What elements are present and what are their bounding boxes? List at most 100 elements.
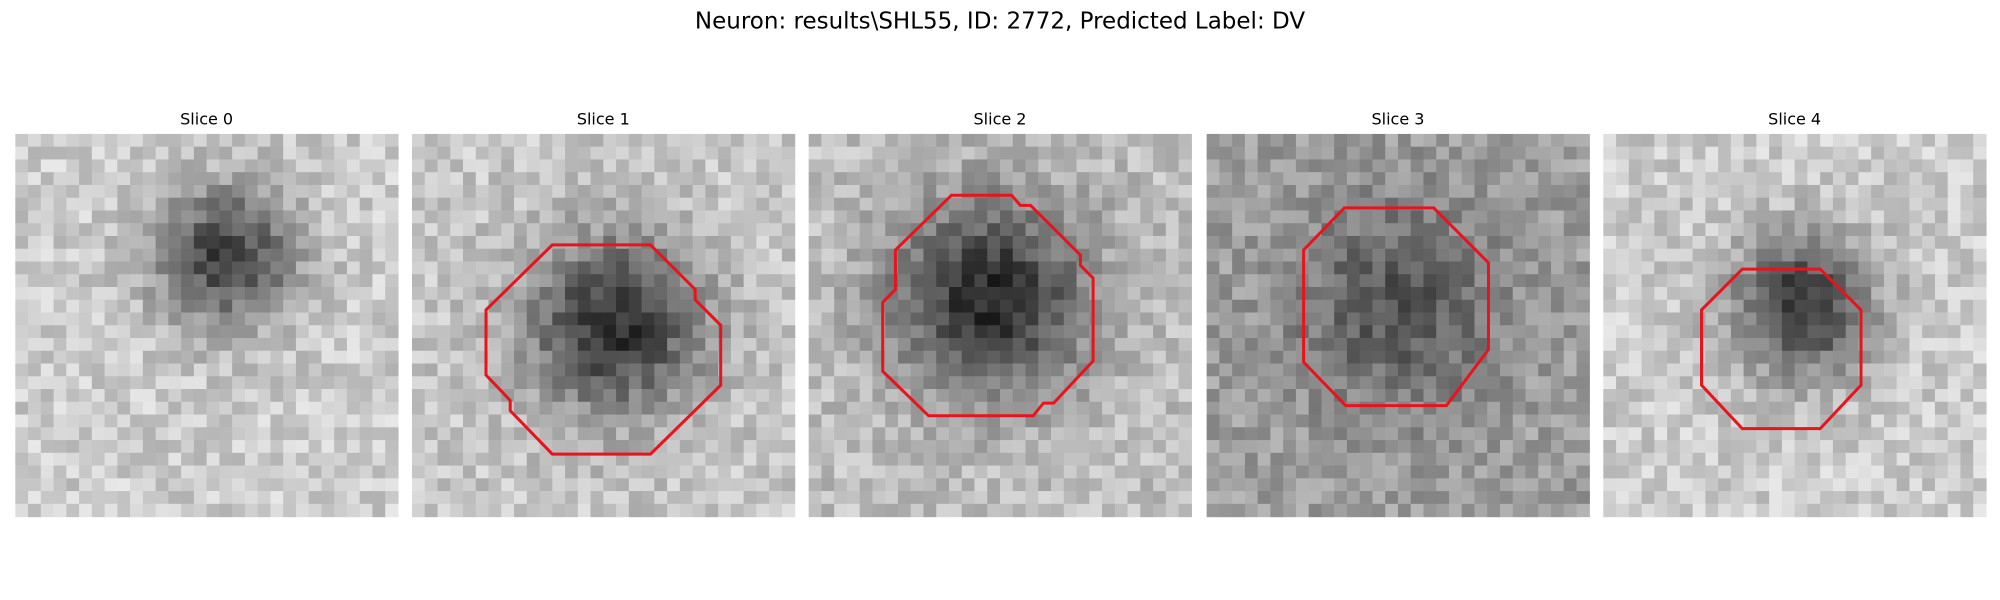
pixel: [641, 376, 655, 390]
pixel: [1012, 376, 1027, 390]
pixel: [897, 478, 912, 492]
pixel: [130, 325, 144, 339]
pixel: [1909, 491, 1923, 505]
pixel: [91, 133, 106, 148]
pixel: [1947, 146, 1962, 161]
pixel: [1500, 184, 1514, 199]
pixel: [15, 261, 29, 275]
pixel: [15, 503, 29, 518]
pixel: [1114, 235, 1129, 250]
pixel: [1692, 338, 1706, 352]
pixel: [1692, 452, 1706, 467]
pixel: [308, 184, 323, 199]
pixel: [872, 478, 886, 492]
pixel: [283, 401, 297, 416]
pixel: [1038, 197, 1052, 212]
pixel: [565, 338, 579, 352]
pixel: [232, 503, 246, 518]
pixel: [1730, 159, 1745, 173]
pixel: [79, 223, 93, 237]
pixel: [411, 338, 426, 352]
pixel: [834, 133, 848, 148]
pixel: [1628, 452, 1643, 467]
pixel: [987, 376, 1001, 390]
pixel: [79, 452, 93, 467]
pixel: [130, 261, 144, 275]
pixel: [40, 261, 55, 275]
pixel: [1679, 350, 1694, 365]
pixel: [641, 414, 655, 428]
pixel: [244, 235, 259, 250]
pixel: [66, 184, 80, 199]
pixel: [834, 299, 848, 314]
pixel: [577, 465, 592, 479]
pixel: [885, 235, 899, 250]
pixel: [1076, 389, 1090, 403]
pixel: [590, 184, 604, 199]
pixel: [1346, 503, 1361, 518]
pixel: [1538, 440, 1552, 454]
pixel: [1206, 235, 1220, 250]
pixel: [1102, 184, 1116, 199]
pixel: [590, 299, 604, 314]
pixel: [603, 376, 617, 390]
pixel: [1025, 299, 1039, 314]
pixel: [781, 350, 796, 365]
pixel: [1730, 184, 1745, 199]
pixel: [1743, 338, 1757, 352]
pixel: [334, 248, 348, 263]
pixel: [411, 350, 426, 365]
pixel: [1883, 274, 1898, 288]
pixel: [1114, 325, 1129, 339]
pixel: [15, 440, 29, 454]
pixel: [130, 350, 144, 365]
pixel: [1244, 299, 1259, 314]
pixel: [590, 312, 604, 326]
pixel: [514, 184, 528, 199]
pixel: [1616, 338, 1630, 352]
pixel: [923, 197, 937, 212]
pixel: [1000, 325, 1014, 339]
pixel: [718, 312, 732, 326]
pixel: [1089, 159, 1103, 173]
pixel: [961, 363, 976, 377]
pixel: [821, 235, 835, 250]
pixel: [1654, 503, 1668, 518]
pixel: [654, 338, 668, 352]
pixel: [885, 440, 899, 454]
pixel: [539, 465, 553, 479]
pixel: [936, 286, 950, 301]
pixel: [526, 465, 541, 479]
pixel: [463, 286, 477, 301]
pixel: [40, 465, 55, 479]
pixel: [705, 172, 719, 186]
pixel: [872, 414, 886, 428]
pixel: [705, 146, 719, 161]
pixel: [769, 312, 783, 326]
pixel: [1102, 376, 1116, 390]
pixel: [1165, 503, 1180, 518]
pixel: [424, 491, 439, 505]
pixel: [1295, 465, 1310, 479]
pixel: [1845, 172, 1860, 186]
pixel: [743, 299, 757, 314]
pixel: [1512, 325, 1527, 339]
pixel: [1538, 478, 1552, 492]
pixel: [321, 401, 335, 416]
pixel: [1845, 414, 1860, 428]
pixel: [603, 286, 617, 301]
pixel: [821, 159, 835, 173]
pixel: [1474, 312, 1488, 326]
pixel: [1769, 440, 1783, 454]
pixel: [1127, 338, 1141, 352]
pixel: [1025, 286, 1039, 301]
pixel: [79, 414, 93, 428]
pixel: [1500, 172, 1514, 186]
pixel: [117, 491, 131, 505]
pixel: [948, 414, 963, 428]
pixel: [130, 146, 144, 161]
pixel: [1346, 235, 1361, 250]
pixel: [1934, 452, 1949, 467]
pixel: [1165, 223, 1180, 237]
pixel: [1461, 299, 1476, 314]
